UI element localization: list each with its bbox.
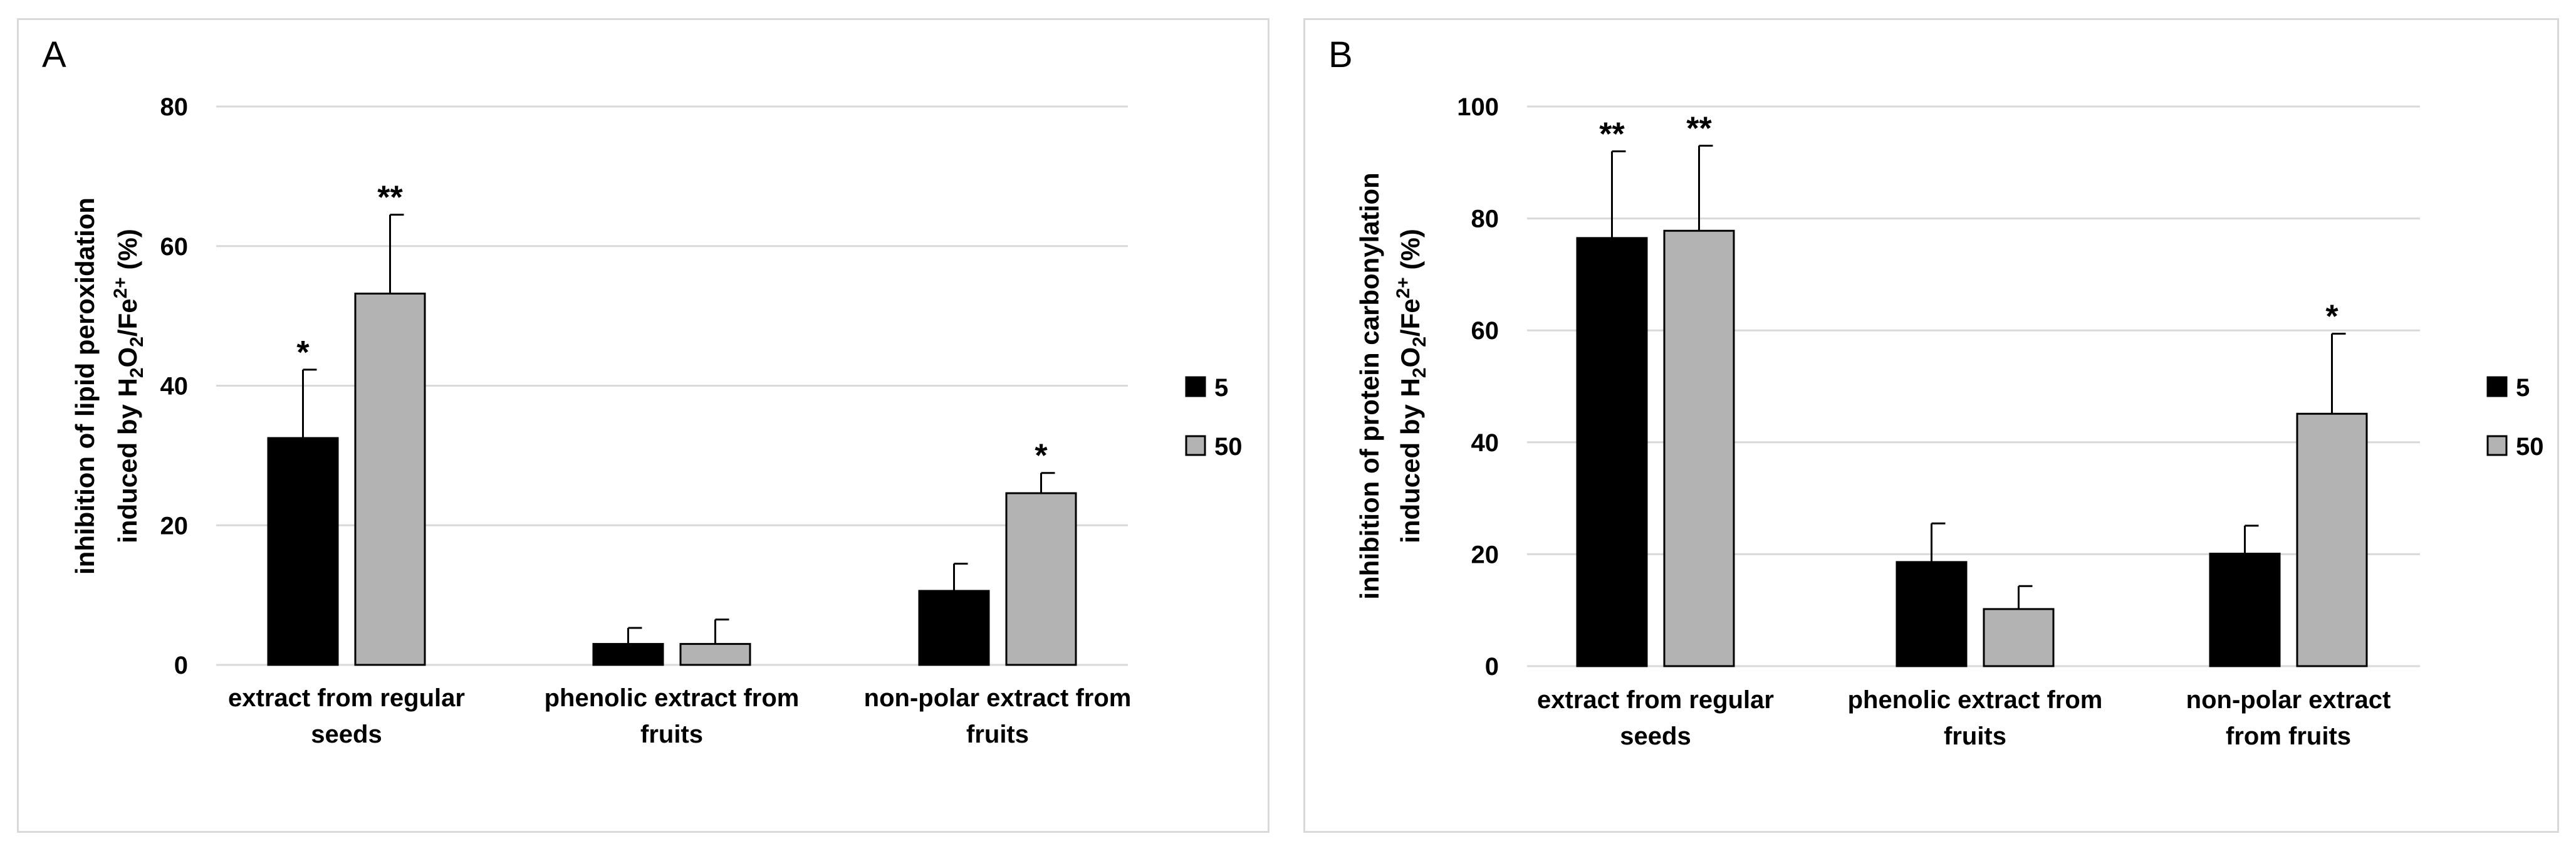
y-axis-label-part: 2+: [110, 277, 131, 298]
y-tick-label: 0: [174, 652, 188, 679]
y-axis-label-part: 2: [127, 367, 147, 378]
y-axis-label-part: 2: [1409, 367, 1430, 378]
y-tick-label: 0: [1485, 653, 1499, 681]
bar: [1576, 237, 1648, 667]
significance-marker: *: [2325, 299, 2339, 335]
significance-marker: *: [1035, 438, 1048, 474]
y-axis-label-line2: induced by H2O2/Fe2+ (%): [110, 229, 147, 543]
category-label: seeds: [1620, 723, 1691, 750]
bar: [1005, 492, 1077, 666]
panel-letter-b: B: [1328, 34, 1353, 75]
category-label: from fruits: [2226, 723, 2351, 750]
bar: [267, 437, 339, 666]
y-tick-label: 20: [1471, 541, 1499, 568]
bar: [2296, 412, 2368, 667]
category-label: seeds: [311, 721, 382, 748]
y-axis-label-line2: induced by H2O2/Fe2+ (%): [1393, 229, 1430, 543]
panel-a: A: [17, 18, 1270, 833]
y-axis-label-part: /Fe: [1395, 298, 1425, 337]
legend-swatch: [2486, 435, 2508, 456]
legend-label: 50: [1214, 433, 1243, 461]
legend-swatch: [2486, 376, 2508, 397]
category-label: non-polar extract: [2186, 686, 2391, 714]
bar: [1895, 561, 1968, 667]
y-axis-label-part: O: [113, 347, 142, 368]
panel-letter-a: A: [42, 34, 66, 75]
y-axis-label-line1: inhibition of lipid peroxidation: [70, 197, 100, 575]
significance-marker: **: [1599, 116, 1625, 152]
y-axis-label: inhibition of protein carbonylation induc…: [1355, 172, 1430, 599]
category-label: fruits: [1944, 723, 2006, 750]
y-axis-label-part: induced by H: [113, 378, 142, 543]
category-label: non-polar extract from: [864, 684, 1132, 712]
legend-swatch: [1185, 376, 1206, 397]
category-label: phenolic extract from: [545, 684, 800, 712]
legend-label: 5: [1214, 374, 1228, 402]
y-axis-label-part: /Fe: [113, 298, 142, 337]
y-axis-label-part: 2+: [1393, 277, 1414, 298]
y-tick-label: 80: [160, 93, 189, 121]
legend-label: 5: [2516, 374, 2530, 402]
category-label: extract from regular: [228, 684, 465, 712]
y-axis-label-part: induced by H: [1395, 378, 1425, 543]
bar: [1663, 229, 1735, 667]
y-tick-label: 60: [1471, 317, 1499, 345]
y-axis-label-part: 2: [1409, 337, 1430, 347]
significance-marker: **: [1686, 111, 1712, 147]
legend-swatch: [1185, 435, 1206, 456]
y-tick-label: 60: [160, 233, 189, 261]
category-label: phenolic extract from: [1848, 686, 2103, 714]
bar: [592, 643, 664, 666]
bar: [918, 590, 990, 666]
y-axis-label-part: (%): [1395, 229, 1425, 277]
y-tick-label: 80: [1471, 206, 1499, 233]
y-axis-label-part: 2: [127, 337, 147, 347]
category-label: fruits: [640, 721, 703, 748]
y-axis-label-part: (%): [113, 229, 142, 277]
y-tick-label: 100: [1457, 93, 1499, 121]
bar: [1983, 608, 2055, 667]
legend-label: 50: [2516, 433, 2544, 461]
category-label: extract from regular: [1537, 686, 1774, 714]
y-axis-label-part: O: [1395, 347, 1425, 368]
category-label: fruits: [966, 721, 1029, 748]
y-axis-label: inhibition of lipid peroxidation induced …: [70, 197, 147, 575]
significance-marker: **: [377, 180, 403, 216]
y-tick-label: 40: [1471, 429, 1499, 457]
significance-marker: *: [296, 335, 310, 371]
bar: [679, 643, 751, 666]
bar: [2209, 553, 2281, 667]
y-tick-label: 40: [160, 373, 189, 400]
y-tick-label: 20: [160, 512, 189, 540]
bar: [354, 292, 426, 666]
y-axis-label-line1: inhibition of protein carbonylation: [1355, 172, 1384, 599]
